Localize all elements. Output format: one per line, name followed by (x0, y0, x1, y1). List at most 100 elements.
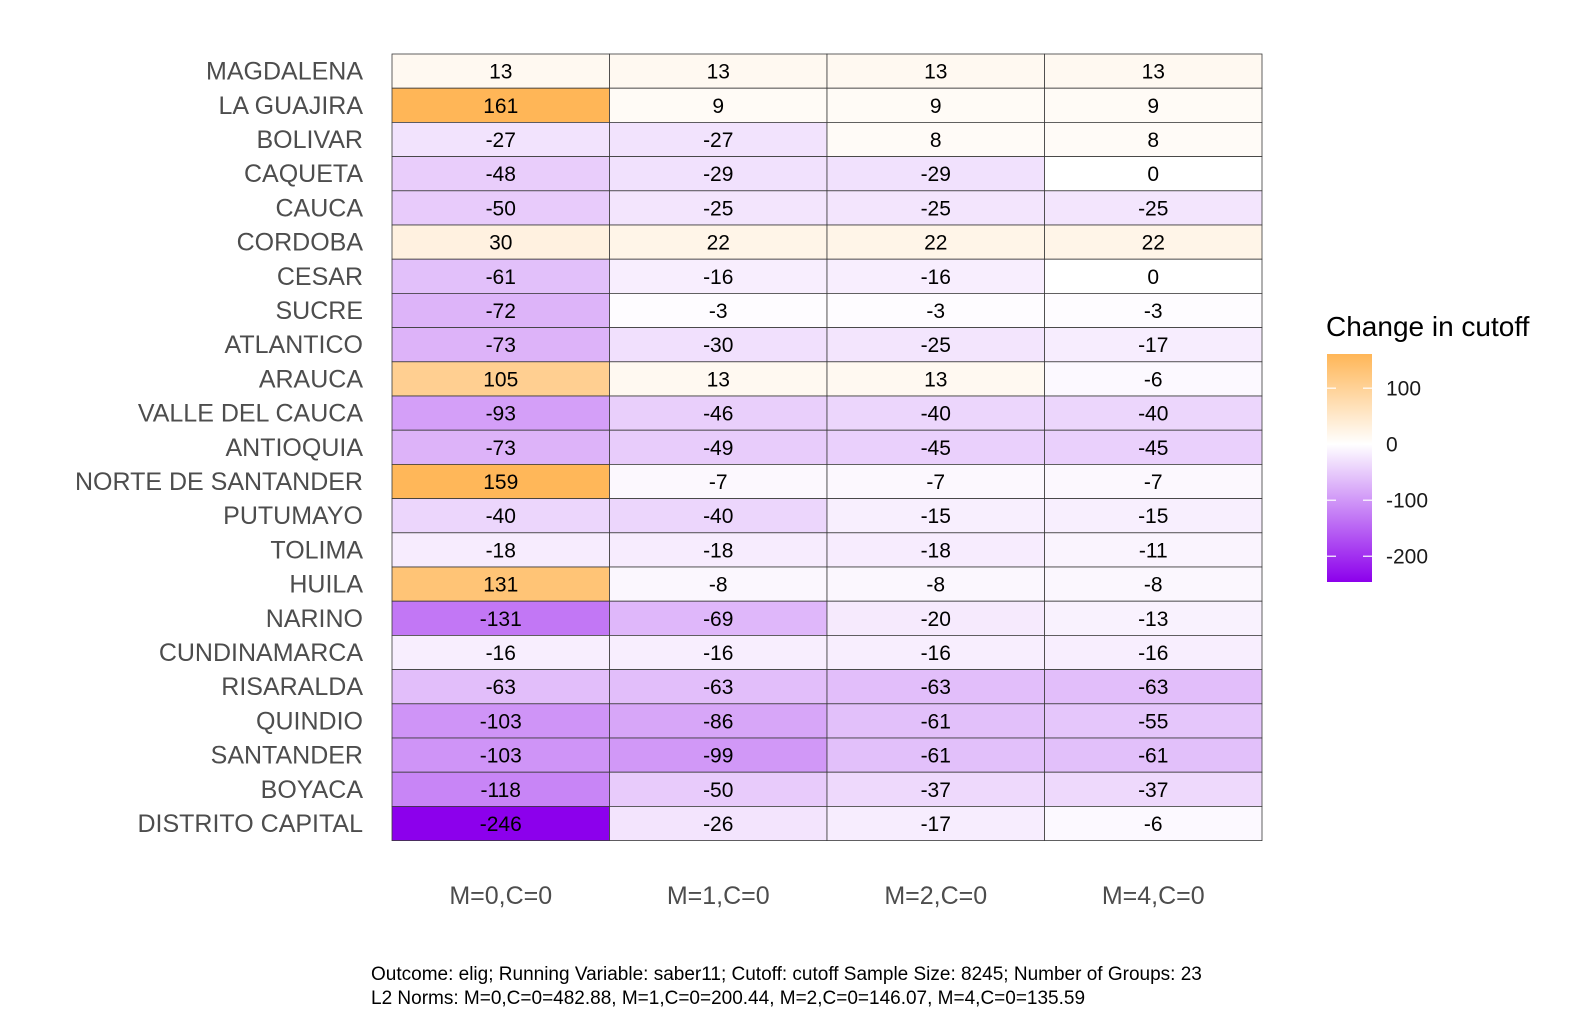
cell-value-label: -25 (921, 197, 951, 220)
legend-tick-label: 100 (1386, 378, 1421, 401)
column-label: M=4,C=0 (1102, 882, 1205, 910)
cell-value-label: -16 (703, 266, 733, 289)
cell-value-label: -63 (703, 676, 733, 699)
legend-title: Change in cutoff (1326, 311, 1530, 342)
cell-value-label: -103 (480, 710, 522, 733)
heatmap-cell (826, 806, 1045, 842)
heatmap-cell (826, 224, 1045, 260)
heatmap-cell (826, 498, 1045, 534)
cell-value-label: -17 (1138, 334, 1168, 357)
cell-value-label: -3 (709, 300, 728, 323)
heatmap-cell (1044, 327, 1263, 363)
cell-value-label: -46 (703, 403, 733, 426)
heatmap-cell (391, 53, 610, 89)
cell-value-label: -118 (481, 779, 521, 802)
cell-value-label: -25 (1138, 197, 1168, 220)
cell-value-label: -8 (709, 574, 728, 597)
heatmap-cell (609, 635, 828, 671)
cell-value-label: 131 (483, 574, 518, 597)
cell-value-label: 105 (483, 368, 518, 391)
heatmap-cell (826, 703, 1045, 739)
cell-value-label: 159 (483, 471, 518, 494)
cell-value-label: -18 (921, 539, 951, 562)
row-label: NARINO (266, 605, 363, 633)
cell-value-label: -13 (1138, 608, 1168, 631)
cell-value-label: -16 (1138, 642, 1168, 665)
heatmap-cell (609, 156, 828, 192)
legend-tick-label: -100 (1386, 490, 1428, 513)
cell-value-label: 0 (1147, 163, 1159, 186)
heatmap-cell (1044, 703, 1263, 739)
cell-value-label: -45 (1138, 437, 1168, 460)
heatmap-cell (391, 87, 610, 123)
heatmap-cell (391, 292, 610, 328)
cell-value-label: -73 (486, 334, 516, 357)
heatmap-cell (1044, 87, 1263, 123)
cell-value-label: 13 (924, 61, 947, 84)
cell-value-label: -99 (703, 745, 733, 768)
cell-value-label: -6 (1144, 813, 1163, 836)
cell-value-label: -29 (703, 163, 733, 186)
cell-value-label: 13 (707, 368, 730, 391)
cell-value-label: -18 (703, 539, 733, 562)
heatmap-cell (391, 566, 610, 602)
cell-value-label: -73 (486, 437, 516, 460)
heatmap-cell (826, 292, 1045, 328)
cell-value-label: -15 (1138, 505, 1168, 528)
cell-value-label: -7 (926, 471, 945, 494)
cell-value-label: 8 (930, 129, 942, 152)
heatmap-cell (1044, 361, 1263, 397)
cell-value-label: -40 (486, 505, 516, 528)
heatmap-cell (391, 703, 610, 739)
heatmap-cell (1044, 566, 1263, 602)
cell-value-label: -69 (703, 608, 733, 631)
heatmap-cell (609, 361, 828, 397)
heatmap-cell (391, 669, 610, 705)
heatmap-cell (826, 532, 1045, 568)
heatmap-cell (609, 463, 828, 499)
cell-value-label: -11 (1139, 539, 1168, 562)
row-label: ANTIOQUIA (225, 434, 363, 462)
heatmap-cell (826, 327, 1045, 363)
cell-value-label: -16 (921, 266, 951, 289)
heatmap-cell (1044, 122, 1263, 158)
cell-value-label: -30 (703, 334, 733, 357)
cell-value-label: -48 (486, 163, 516, 186)
legend-colorbar (1327, 354, 1372, 582)
heatmap-cell (1044, 806, 1263, 842)
cell-value-label: -16 (703, 642, 733, 665)
heatmap-cell (391, 806, 610, 842)
heatmap-cell (826, 771, 1045, 807)
caption: Outcome: elig; Running Variable: saber11… (371, 964, 1202, 1009)
cell-value-label: -131 (480, 608, 522, 631)
cell-value-label: -27 (703, 129, 733, 152)
cell-value-label: -61 (921, 745, 951, 768)
cell-value-label: -63 (921, 676, 951, 699)
heatmap-cell (391, 224, 610, 260)
cell-value-label: 0 (1147, 266, 1159, 289)
heatmap-cell (391, 463, 610, 499)
cell-value-label: 13 (1142, 61, 1165, 84)
cell-value-label: -18 (486, 539, 516, 562)
legend-tick-label: 0 (1386, 434, 1398, 457)
cell-value-label: -17 (921, 813, 951, 836)
cell-value-label: -7 (709, 471, 728, 494)
heatmap-cell (826, 361, 1045, 397)
cell-value-label: -37 (1138, 779, 1168, 802)
cell-value-label: -40 (1138, 403, 1168, 426)
cell-value-label: -50 (486, 197, 516, 220)
heatmap-cell (391, 737, 610, 773)
heatmap-cell (826, 258, 1045, 294)
heatmap-cell (1044, 600, 1263, 636)
cell-value-label: -20 (921, 608, 951, 631)
cell-value-label: 9 (1147, 95, 1159, 118)
legend-tick-label: -200 (1386, 546, 1428, 569)
row-label: ATLANTICO (225, 331, 363, 359)
row-label: VALLE DEL CAUCA (138, 400, 363, 428)
heatmap-cell (609, 122, 828, 158)
heatmap-cell (1044, 395, 1263, 431)
column-label: M=0,C=0 (449, 882, 552, 910)
cell-value-label: -61 (1138, 745, 1168, 768)
row-label: CESAR (277, 263, 363, 291)
row-label: BOYACA (261, 776, 364, 804)
